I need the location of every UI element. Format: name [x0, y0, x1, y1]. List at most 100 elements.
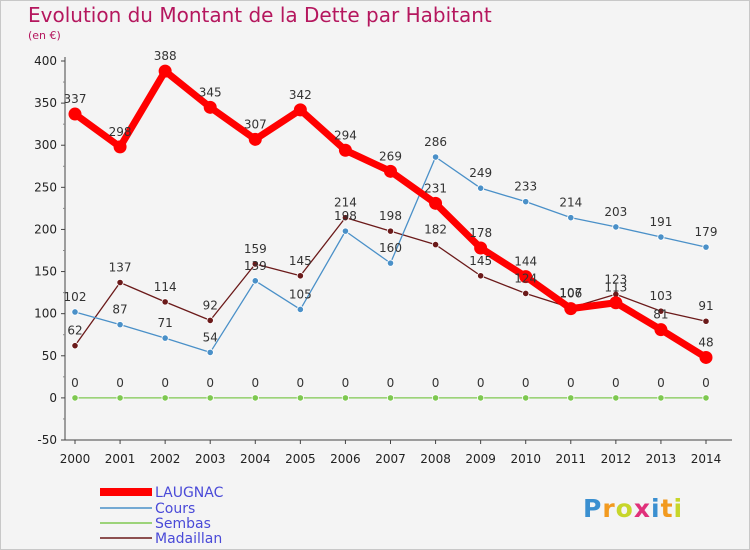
data-label-laugnac: 269	[379, 149, 402, 163]
data-label-madaillan: 137	[109, 261, 132, 275]
data-label-madaillan: 91	[698, 299, 713, 313]
point-sembas	[612, 394, 620, 402]
point-sembas	[161, 394, 169, 402]
y-tick-label: 250	[34, 180, 57, 194]
point-madaillan	[386, 227, 395, 235]
data-label-cours: 179	[695, 225, 718, 239]
data-label-sembas: 0	[432, 376, 440, 390]
point-cours	[702, 243, 710, 251]
point-cours	[386, 259, 395, 267]
data-label-cours: 286	[424, 135, 447, 149]
point-sembas	[116, 394, 124, 402]
data-label-cours: 71	[158, 316, 173, 330]
point-cours	[116, 321, 124, 329]
point-laugnac	[564, 302, 578, 316]
data-label-laugnac: 294	[334, 128, 357, 142]
x-tick-label: 2003	[195, 452, 226, 466]
point-cours	[567, 214, 575, 222]
point-madaillan	[477, 272, 485, 280]
data-label-laugnac: 231	[424, 181, 447, 195]
point-madaillan	[116, 278, 124, 287]
point-madaillan	[206, 316, 214, 325]
logo-letter: i	[651, 494, 661, 523]
point-cours	[161, 334, 169, 342]
data-label-laugnac: 113	[604, 281, 627, 295]
x-tick-label: 2010	[510, 452, 541, 466]
data-label-sembas: 0	[567, 376, 575, 390]
x-tick-label: 2002	[150, 452, 181, 466]
data-label-laugnac: 388	[154, 49, 177, 63]
point-cours	[206, 348, 214, 357]
data-label-sembas: 0	[116, 376, 124, 390]
data-label-laugnac: 342	[289, 88, 312, 102]
point-laugnac	[699, 350, 713, 364]
data-label-laugnac: 307	[244, 117, 267, 131]
legend-label-laugnac: LAUGNAC	[155, 485, 224, 501]
x-tick-label: 2005	[285, 452, 316, 466]
x-tick-label: 2013	[646, 452, 677, 466]
point-laugnac	[68, 107, 82, 121]
data-label-madaillan: 124	[514, 271, 537, 285]
data-label-madaillan: 145	[289, 254, 312, 268]
data-label-sembas: 0	[251, 376, 259, 390]
point-laugnac	[519, 270, 533, 284]
point-laugnac	[203, 100, 217, 114]
point-madaillan	[71, 342, 79, 350]
logo-letter: r	[602, 494, 615, 523]
point-sembas	[71, 394, 79, 402]
point-sembas	[431, 394, 440, 402]
point-cours	[71, 308, 79, 316]
data-label-laugnac: 144	[514, 255, 537, 269]
y-tick-label: 150	[34, 265, 57, 279]
data-label-sembas: 0	[477, 376, 485, 390]
data-label-laugnac: 337	[64, 92, 87, 106]
logo-letter: P	[583, 494, 602, 523]
legend-label-madaillan: Madaillan	[155, 531, 222, 547]
data-label-madaillan: 182	[424, 223, 447, 237]
data-label-laugnac: 345	[199, 85, 222, 99]
y-tick-label: 400	[34, 54, 57, 68]
data-labels: 0 0 0 0 0 0 0 0 0 0 0 0 0 0 06213711492159145214198182…	[64, 49, 718, 390]
point-cours	[251, 277, 259, 285]
logo-text: Proxiti	[583, 494, 683, 523]
data-label-sembas: 0	[522, 376, 530, 390]
point-cours	[612, 223, 620, 231]
data-label-sembas: 0	[612, 376, 620, 390]
x-tick-label: 2007	[375, 452, 406, 466]
data-label-sembas: 0	[702, 376, 710, 390]
data-label-laugnac: 48	[698, 335, 713, 349]
data-label-madaillan: 62	[67, 324, 82, 338]
y-tick-label: 100	[34, 307, 57, 321]
x-tick-label: 2001	[105, 452, 136, 466]
data-label-cours: 87	[112, 303, 127, 317]
x-tick-label: 2012	[601, 452, 632, 466]
data-label-madaillan: 92	[203, 298, 218, 312]
data-label-laugnac: 106	[559, 287, 582, 301]
data-label-madaillan: 159	[244, 242, 267, 256]
point-cours	[431, 153, 440, 161]
data-label-cours: 160	[379, 241, 402, 255]
data-label-madaillan: 198	[379, 209, 402, 223]
data-label-madaillan: 103	[649, 289, 672, 303]
point-laugnac	[654, 323, 668, 337]
point-laugnac	[429, 196, 443, 210]
point-madaillan	[522, 289, 530, 298]
data-label-sembas: 0	[161, 376, 169, 390]
data-label-madaillan: 145	[469, 254, 492, 268]
point-sembas	[477, 394, 485, 402]
data-label-madaillan: 107	[559, 286, 582, 300]
data-label-cours: 249	[469, 166, 492, 180]
point-sembas	[567, 394, 575, 402]
logo-letter: o	[616, 494, 634, 523]
point-madaillan	[657, 307, 665, 315]
logo-letter: t	[661, 494, 674, 523]
y-tick-label: 200	[34, 222, 57, 236]
data-label-cours: 191	[649, 215, 672, 229]
point-cours	[296, 305, 304, 314]
point-madaillan	[702, 317, 710, 325]
point-laugnac	[158, 64, 172, 78]
y-tick-label: -50	[37, 433, 57, 447]
